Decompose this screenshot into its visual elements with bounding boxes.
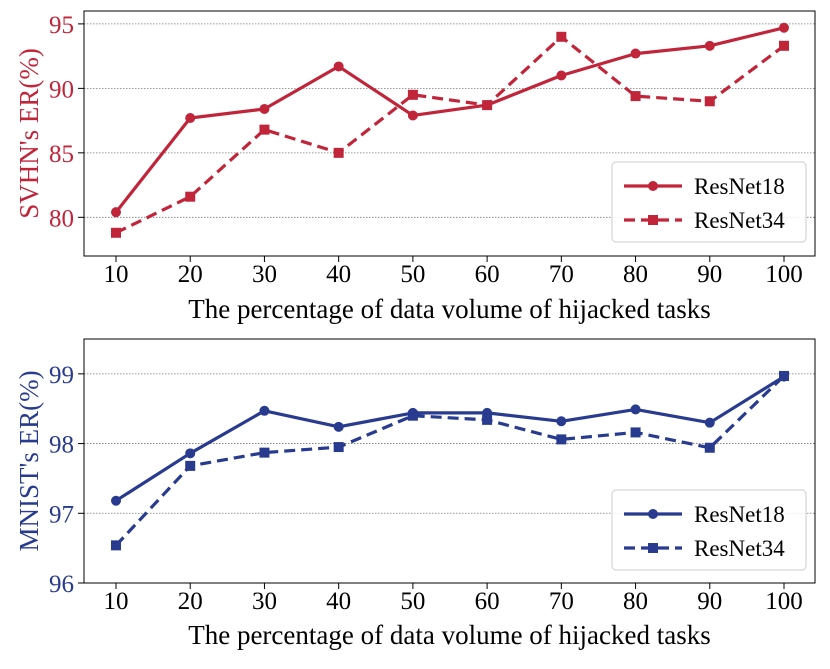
- x-tick-label: 60: [475, 261, 500, 288]
- legend-marker-resnet18: [648, 181, 658, 191]
- chart-svhn: 80 85 90 95 10 20 30 40 50 60 70 80 90 100 The percent…: [14, 10, 816, 324]
- data-point-resnet18: [407, 110, 418, 121]
- data-point-resnet34: [556, 434, 567, 445]
- x-tick-label: 50: [400, 261, 425, 288]
- data-point-resnet34: [407, 410, 418, 421]
- y-tick-label: 95: [49, 12, 74, 39]
- x-tick-label: 70: [549, 261, 574, 288]
- x-tick-label: 50: [400, 588, 425, 615]
- data-point-resnet34: [333, 147, 344, 158]
- x-tick-label: 40: [326, 588, 351, 615]
- x-axis-title: The percentage of data volume of hijacke…: [188, 294, 711, 324]
- data-point-resnet18: [630, 48, 641, 59]
- data-point-resnet18: [704, 40, 715, 51]
- legend-marker-resnet34: [648, 215, 658, 225]
- legend-label-resnet34: ResNet34: [694, 536, 785, 561]
- legend-label-resnet34: ResNet34: [694, 208, 785, 233]
- x-tick-label: 70: [549, 588, 574, 615]
- data-point-resnet18: [556, 416, 567, 427]
- data-point-resnet18: [630, 404, 641, 415]
- series-line-resnet18: [114, 26, 785, 214]
- legend-box: [611, 161, 807, 243]
- x-tick-label: 30: [252, 588, 277, 615]
- x-tick-label: 90: [697, 588, 722, 615]
- data-point-resnet34: [259, 447, 270, 458]
- x-tick-label: 10: [104, 588, 129, 615]
- x-tick-label: 80: [623, 261, 648, 288]
- x-axis-title: The percentage of data volume of hijacke…: [188, 620, 711, 650]
- y-tick-label: 96: [49, 571, 74, 598]
- data-point-resnet18: [185, 113, 196, 124]
- legend-label-resnet18: ResNet18: [694, 502, 785, 527]
- y-tick-label: 90: [49, 76, 74, 103]
- data-point-resnet34: [111, 540, 121, 551]
- data-point-resnet34: [704, 96, 715, 107]
- y-axis-title: SVHN's ER(%): [14, 48, 44, 219]
- series-line-resnet34: [115, 35, 785, 235]
- data-point-resnet18: [111, 207, 121, 218]
- x-tick-label: 60: [475, 588, 500, 615]
- data-point-resnet18: [259, 104, 270, 114]
- y-tick-label: 80: [49, 205, 74, 232]
- data-point-resnet34: [704, 442, 715, 453]
- data-point-resnet34: [630, 91, 641, 102]
- y-tick-label: 97: [49, 501, 74, 528]
- data-point-resnet18: [556, 70, 567, 81]
- legend: ResNet18 ResNet34: [611, 161, 807, 243]
- data-point-resnet18: [704, 417, 715, 428]
- data-point-resnet18: [333, 421, 344, 432]
- axes-frame: [83, 338, 816, 584]
- legend-label-resnet18: ResNet18: [694, 174, 785, 199]
- data-point-resnet34: [111, 227, 121, 238]
- data-point-resnet18: [111, 495, 121, 506]
- data-point-resnet34: [482, 100, 493, 111]
- data-point-resnet34: [556, 31, 567, 42]
- x-tick-label: 80: [623, 588, 648, 615]
- x-tick-label: 40: [326, 261, 351, 288]
- axes-frame: [83, 10, 816, 257]
- x-tick-label: 10: [104, 261, 129, 288]
- data-point-resnet34: [779, 40, 789, 51]
- x-tick-label: 20: [178, 261, 203, 288]
- x-tick-label: 100: [765, 261, 803, 288]
- x-tick-label: 30: [252, 261, 277, 288]
- data-point-resnet34: [333, 442, 344, 453]
- series-line-resnet18: [115, 375, 785, 503]
- x-tick-label: 100: [765, 588, 803, 615]
- data-point-resnet18: [185, 448, 196, 459]
- legend: ResNet18 ResNet34: [611, 489, 807, 571]
- data-point-resnet34: [259, 124, 270, 135]
- y-axis-title: MNIST's ER(%): [14, 370, 44, 551]
- legend-marker-resnet18: [648, 509, 658, 519]
- x-tick-label: 90: [697, 261, 722, 288]
- y-tick-label: 98: [49, 432, 74, 459]
- data-point-resnet18: [779, 22, 789, 33]
- data-point-resnet18: [333, 61, 344, 72]
- y-tick-label: 99: [49, 362, 74, 389]
- series-line-resnet34: [114, 374, 786, 547]
- legend-box: [611, 489, 807, 571]
- y-tick-label: 85: [49, 141, 74, 168]
- x-tick-label: 20: [178, 588, 203, 615]
- data-point-resnet34: [185, 191, 196, 202]
- data-point-resnet34: [779, 370, 789, 381]
- data-point-resnet34: [630, 427, 641, 438]
- data-point-resnet18: [259, 405, 270, 416]
- chart-mnist: 96 97 98 99 10 20 30 40 50 60 70 80 90 100 The percent…: [14, 338, 816, 650]
- legend-marker-resnet34: [648, 543, 658, 553]
- data-point-resnet34: [482, 414, 493, 425]
- data-point-resnet34: [407, 89, 418, 100]
- data-point-resnet34: [185, 460, 196, 471]
